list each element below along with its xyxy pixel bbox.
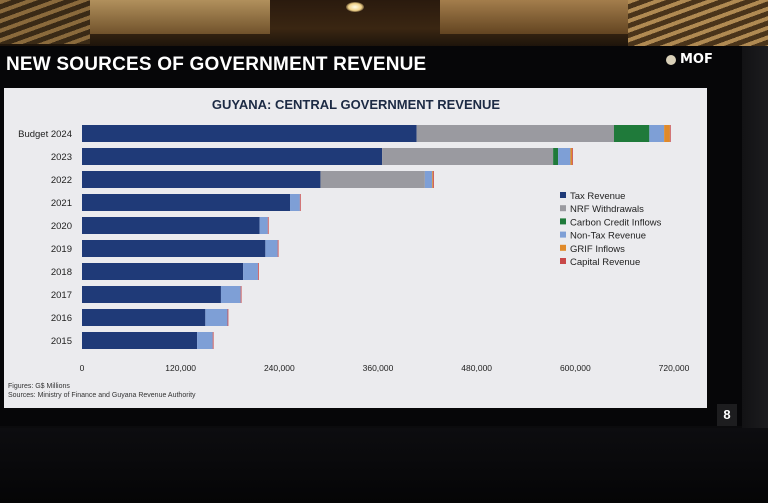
bar-segment bbox=[613, 125, 650, 142]
bar-segment bbox=[433, 171, 434, 188]
bar-segment bbox=[82, 240, 266, 257]
chart-title: GUYANA: CENTRAL GOVERNMENT REVENUE bbox=[212, 97, 501, 112]
legend-label: Carbon Credit Inflows bbox=[570, 217, 662, 228]
bar-segment bbox=[572, 148, 573, 165]
ceiling-background bbox=[0, 0, 768, 52]
legend-label: Tax Revenue bbox=[570, 191, 625, 202]
bar-segment bbox=[82, 171, 321, 188]
bar-segment bbox=[277, 240, 279, 257]
legend-label: Non-Tax Revenue bbox=[570, 231, 646, 242]
category-label: 2020 bbox=[51, 221, 72, 232]
category-label: 2022 bbox=[51, 175, 72, 186]
page-number: 8 bbox=[717, 404, 737, 426]
bar-segment bbox=[243, 263, 258, 280]
bar-segment bbox=[259, 217, 268, 234]
bar-segment bbox=[82, 148, 383, 165]
bar-segment bbox=[227, 309, 229, 326]
bar-segment bbox=[82, 286, 221, 303]
mof-logo: MOF bbox=[666, 52, 713, 67]
category-label: 2019 bbox=[51, 244, 72, 255]
x-tick-label: 120,000 bbox=[165, 363, 196, 373]
x-tick-label: 0 bbox=[80, 363, 85, 373]
x-tick-label: 600,000 bbox=[560, 363, 591, 373]
ceiling-panel-left bbox=[0, 0, 90, 44]
bar-segment bbox=[267, 217, 269, 234]
logo-text: MOF bbox=[680, 52, 713, 67]
bar-segment bbox=[82, 263, 244, 280]
bar-segment bbox=[82, 309, 206, 326]
legend-label: NRF Withdrawals bbox=[570, 204, 644, 215]
bar-segment bbox=[664, 125, 670, 142]
bar-segment bbox=[553, 148, 559, 165]
bar-segment bbox=[220, 286, 241, 303]
ceiling-panel-right bbox=[628, 0, 768, 52]
bar-segment bbox=[82, 217, 260, 234]
bar-segment bbox=[82, 332, 198, 349]
slide-title: NEW SOURCES OF GOVERNMENT REVENUE bbox=[6, 54, 427, 75]
legend-swatch bbox=[560, 218, 566, 225]
legend-swatch bbox=[560, 244, 566, 251]
seal-icon bbox=[666, 54, 676, 65]
bar-segment bbox=[82, 194, 291, 211]
footnote-figures: Figures: G$ Millions bbox=[8, 383, 70, 390]
bar-segment bbox=[212, 332, 214, 349]
category-label: 2018 bbox=[51, 267, 72, 278]
bar-segment bbox=[299, 194, 301, 211]
x-tick-label: 360,000 bbox=[363, 363, 394, 373]
x-tick-label: 480,000 bbox=[461, 363, 492, 373]
chart-card: GUYANA: CENTRAL GOVERNMENT REVENUE Budget… bbox=[4, 88, 707, 408]
legend-swatch bbox=[560, 231, 566, 238]
legend-swatch bbox=[560, 192, 566, 198]
bar-segment bbox=[82, 125, 417, 142]
legend-label: GRIF Inflows bbox=[570, 244, 625, 255]
category-label: 2016 bbox=[51, 313, 72, 324]
bar-segment bbox=[290, 194, 300, 211]
ceiling-glow-left bbox=[90, 0, 270, 34]
x-tick-label: 720,000 bbox=[659, 363, 690, 373]
bar-segment bbox=[432, 171, 434, 188]
audience-area bbox=[0, 428, 768, 503]
bar-segment bbox=[424, 171, 433, 188]
category-label: 2023 bbox=[51, 152, 72, 163]
bar-segment bbox=[649, 125, 665, 142]
bar-segment bbox=[558, 148, 571, 165]
bar-segment bbox=[257, 263, 259, 280]
bar-segment bbox=[197, 332, 213, 349]
legend-label: Capital Revenue bbox=[570, 257, 640, 268]
category-label: 2015 bbox=[51, 336, 72, 347]
revenue-chart: GUYANA: CENTRAL GOVERNMENT REVENUE Budget… bbox=[18, 97, 690, 373]
bar-segment bbox=[320, 171, 425, 188]
legend-swatch bbox=[560, 205, 566, 212]
bar-segment bbox=[240, 286, 242, 303]
category-label: 2017 bbox=[51, 290, 72, 301]
category-label: 2021 bbox=[51, 198, 72, 209]
legend-swatch bbox=[560, 258, 566, 264]
category-label: Budget 2024 bbox=[18, 129, 72, 140]
bar-segment bbox=[570, 148, 573, 165]
x-tick-label: 240,000 bbox=[264, 363, 295, 373]
footnote-sources: Sources: Ministry of Finance and Guyana … bbox=[8, 392, 196, 399]
bar-segment bbox=[416, 125, 614, 142]
bar-segment bbox=[382, 148, 554, 165]
bar-segment bbox=[265, 240, 278, 257]
ceiling-glow-right bbox=[440, 0, 628, 34]
screen-side-wall bbox=[742, 46, 768, 428]
ceiling-light bbox=[346, 2, 364, 12]
bar-segment bbox=[669, 125, 671, 142]
bar-segment bbox=[205, 309, 228, 326]
